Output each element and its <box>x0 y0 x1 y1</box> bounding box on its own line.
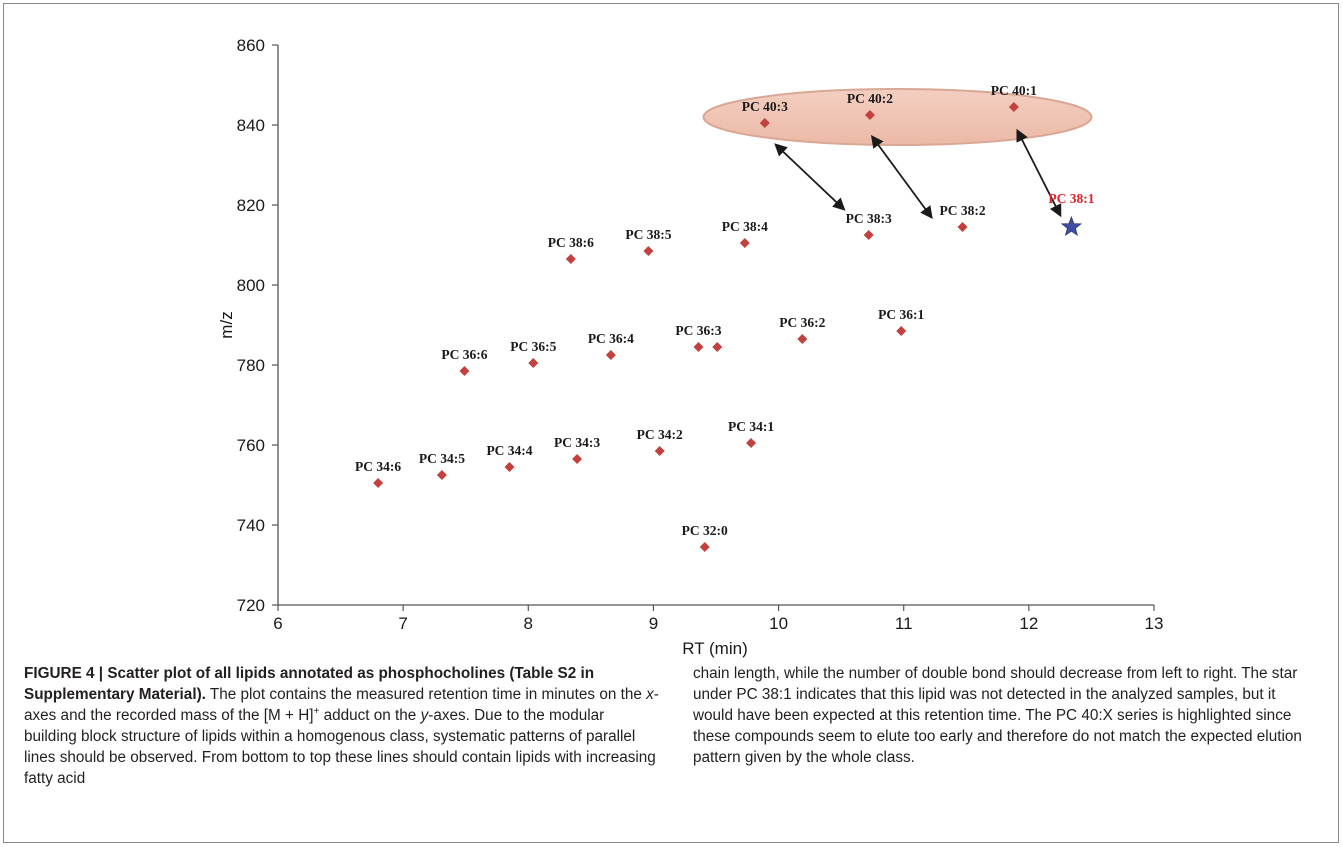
figure-caption-left: FIGURE 4 | Scatter plot of all lipids an… <box>24 663 659 789</box>
data-point <box>712 342 723 352</box>
data-point <box>693 342 704 352</box>
data-point <box>572 454 583 464</box>
point-label: PC 34:5 <box>419 451 465 466</box>
point-label: PC 36:5 <box>510 339 556 354</box>
x-tick-label: 6 <box>273 614 282 633</box>
figure-caption-right: chain length, while the number of double… <box>693 663 1318 768</box>
caption-figure-label: FIGURE 4 | <box>24 665 108 682</box>
point-label: PC 34:2 <box>637 427 683 442</box>
scatter-plot: 6 7 8 9 10 11 12 13 720 740 760 780 800 820 840 860 PC … <box>217 36 1164 658</box>
y-tick-label: 800 <box>237 276 265 295</box>
y-tick-label: 820 <box>237 196 265 215</box>
y-tick-label: 720 <box>237 596 265 615</box>
x-tick-label: 8 <box>524 614 533 633</box>
x-tick-label: 10 <box>769 614 788 633</box>
data-point <box>436 470 447 480</box>
data-point <box>699 542 710 552</box>
caption-text-4: -axes. Due to the modular building block… <box>24 707 656 787</box>
data-point <box>459 366 470 376</box>
data-point <box>643 246 654 256</box>
data-point <box>373 478 384 488</box>
point-label: PC 38:5 <box>625 227 671 242</box>
data-point <box>528 358 539 368</box>
data-point <box>739 238 750 248</box>
x-tick-label: 12 <box>1019 614 1038 633</box>
y-tick-label: 860 <box>237 36 265 55</box>
point-label: PC 38:4 <box>722 219 768 234</box>
point-label: PC 36:2 <box>779 315 825 330</box>
point-label: PC 40:1 <box>991 83 1037 98</box>
data-point <box>605 350 616 360</box>
point-label: PC 38:6 <box>548 235 594 250</box>
point-label: PC 36:4 <box>588 331 634 346</box>
y-tick-label: 780 <box>237 356 265 375</box>
data-point <box>896 326 907 336</box>
x-tick-label: 11 <box>895 614 913 633</box>
point-label: PC 34:3 <box>554 435 600 450</box>
point-label: PC 34:6 <box>355 459 401 474</box>
data-point <box>957 222 968 232</box>
data-point <box>863 230 874 240</box>
point-label: PC 34:4 <box>486 443 532 458</box>
caption-y-italic: y <box>420 707 429 724</box>
data-point <box>864 110 875 120</box>
point-label: PC 40:3 <box>742 99 788 114</box>
double-arrow <box>774 143 846 211</box>
caption-text-3: adduct on the <box>319 707 421 724</box>
data-point <box>565 254 576 264</box>
y-tick-label: 760 <box>237 436 265 455</box>
figure-frame <box>3 3 1339 843</box>
double-arrow <box>870 134 933 220</box>
y-tick-label: 740 <box>237 516 265 535</box>
x-axis-label: RT (min) <box>682 639 748 658</box>
caption-title: Scatter plot of all lipids annotated as … <box>24 665 595 703</box>
caption-text-1: The plot contains the measured retention… <box>205 686 647 703</box>
data-point <box>797 334 808 344</box>
expected-star-marker <box>1060 215 1083 237</box>
point-label: PC 40:2 <box>847 91 893 106</box>
point-label: PC 34:1 <box>728 419 774 434</box>
double-arrow <box>1016 128 1062 218</box>
point-label: PC 32:0 <box>682 523 728 538</box>
caption-x-italic: x <box>646 686 654 703</box>
caption-text-5: chain length, while the number of double… <box>693 665 1302 766</box>
data-point <box>759 118 770 128</box>
x-tick-label: 7 <box>398 614 407 633</box>
point-label: PC 36:3 <box>675 323 721 338</box>
expected-point-label: PC 38:1 <box>1048 191 1094 206</box>
x-tick-label: 9 <box>649 614 658 633</box>
point-label: PC 38:3 <box>846 211 892 226</box>
caption-text-2: -axes and the recorded mass of the [M + … <box>24 686 659 724</box>
y-tick-label: 840 <box>237 116 265 135</box>
point-label: PC 38:2 <box>939 203 985 218</box>
data-point <box>746 438 757 448</box>
data-point <box>1008 102 1019 112</box>
data-point <box>504 462 515 472</box>
x-tick-label: 13 <box>1145 614 1164 633</box>
caption-superscript: + <box>313 705 320 717</box>
data-point <box>654 446 665 456</box>
y-axis-label: m/z <box>217 311 236 338</box>
point-label: PC 36:1 <box>878 307 924 322</box>
point-label: PC 36:6 <box>441 347 487 362</box>
